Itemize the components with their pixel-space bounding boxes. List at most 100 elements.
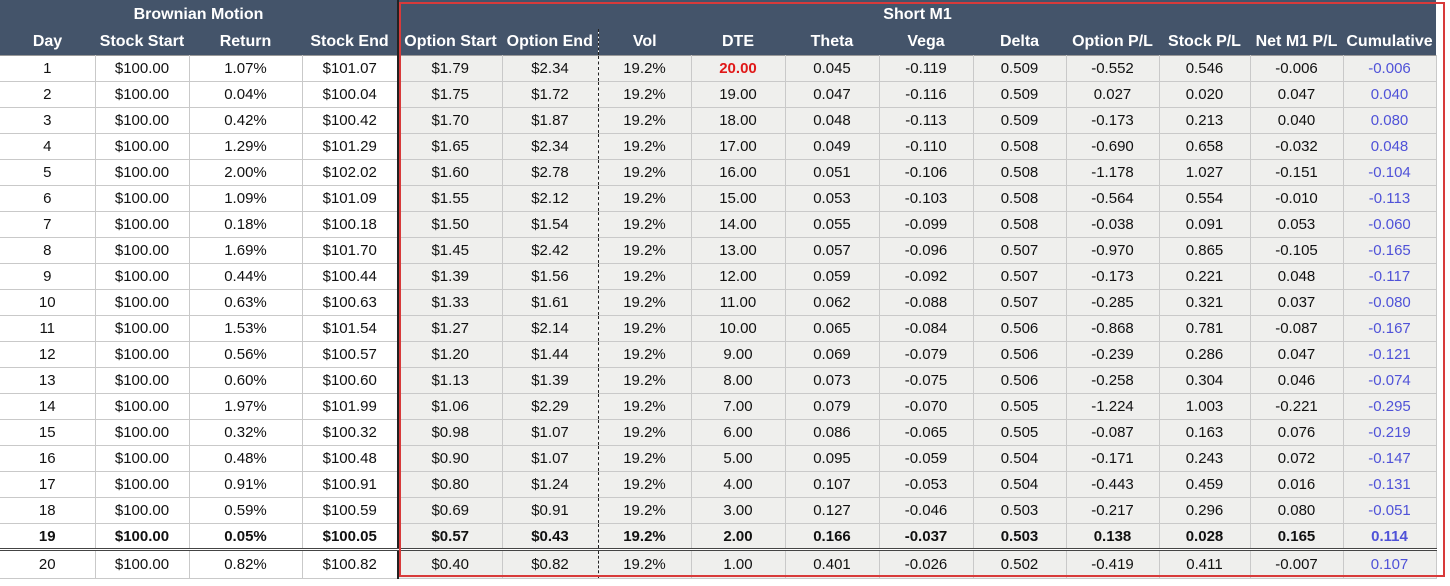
cell-dte[interactable]: 18.00 bbox=[691, 107, 786, 134]
cell-option-pl[interactable]: -0.564 bbox=[1066, 185, 1160, 212]
cell-day[interactable]: 1 bbox=[0, 55, 96, 82]
cell-vega[interactable]: -0.116 bbox=[879, 81, 974, 108]
cell-cumulative[interactable]: -0.167 bbox=[1343, 315, 1437, 342]
cell-return[interactable]: 1.07% bbox=[189, 55, 303, 82]
cell-stock-end[interactable]: $100.82 bbox=[302, 549, 399, 579]
cell-dte[interactable]: 11.00 bbox=[691, 289, 786, 316]
cell-stock-end[interactable]: $100.05 bbox=[302, 523, 399, 551]
cell-option-pl[interactable]: -0.552 bbox=[1066, 55, 1160, 82]
cell-stock-end[interactable]: $100.44 bbox=[302, 263, 399, 290]
cell-delta[interactable]: 0.507 bbox=[973, 289, 1067, 316]
cell-return[interactable]: 1.69% bbox=[189, 237, 303, 264]
cell-vol[interactable]: 19.2% bbox=[598, 315, 692, 342]
cell-option-start[interactable]: $1.27 bbox=[398, 315, 503, 342]
cell-option-end[interactable]: $1.87 bbox=[502, 107, 599, 134]
cell-option-end[interactable]: $1.07 bbox=[502, 419, 599, 446]
cell-theta[interactable]: 0.057 bbox=[785, 237, 880, 264]
cell-delta[interactable]: 0.506 bbox=[973, 367, 1067, 394]
cell-stock-pl[interactable]: 1.003 bbox=[1159, 393, 1251, 420]
cell-stock-pl[interactable]: 0.020 bbox=[1159, 81, 1251, 108]
cell-cumulative[interactable]: -0.117 bbox=[1343, 263, 1437, 290]
cell-option-start[interactable]: $1.13 bbox=[398, 367, 503, 394]
cell-dte[interactable]: 12.00 bbox=[691, 263, 786, 290]
cell-dte[interactable]: 10.00 bbox=[691, 315, 786, 342]
cell-cumulative[interactable]: 0.048 bbox=[1343, 133, 1437, 160]
cell-theta[interactable]: 0.055 bbox=[785, 211, 880, 238]
cell-vega[interactable]: -0.096 bbox=[879, 237, 974, 264]
cell-option-end[interactable]: $2.14 bbox=[502, 315, 599, 342]
cell-day[interactable]: 6 bbox=[0, 185, 96, 212]
cell-day[interactable]: 2 bbox=[0, 81, 96, 108]
cell-option-pl[interactable]: -0.690 bbox=[1066, 133, 1160, 160]
cell-stock-end[interactable]: $100.59 bbox=[302, 497, 399, 524]
cell-option-end[interactable]: $1.72 bbox=[502, 81, 599, 108]
cell-stock-start[interactable]: $100.00 bbox=[95, 81, 190, 108]
cell-theta[interactable]: 0.065 bbox=[785, 315, 880, 342]
cell-day[interactable]: 3 bbox=[0, 107, 96, 134]
cell-net-m1-pl[interactable]: 0.037 bbox=[1250, 289, 1344, 316]
cell-option-end[interactable]: $2.29 bbox=[502, 393, 599, 420]
cell-vol[interactable]: 19.2% bbox=[598, 471, 692, 498]
cell-cumulative[interactable]: -0.104 bbox=[1343, 159, 1437, 186]
cell-dte[interactable]: 7.00 bbox=[691, 393, 786, 420]
cell-dte[interactable]: 17.00 bbox=[691, 133, 786, 160]
cell-dte[interactable]: 3.00 bbox=[691, 497, 786, 524]
cell-vol[interactable]: 19.2% bbox=[598, 107, 692, 134]
cell-stock-pl[interactable]: 0.865 bbox=[1159, 237, 1251, 264]
cell-option-pl[interactable]: -0.038 bbox=[1066, 211, 1160, 238]
cell-option-pl[interactable]: -1.178 bbox=[1066, 159, 1160, 186]
cell-option-start[interactable]: $1.75 bbox=[398, 81, 503, 108]
cell-return[interactable]: 1.53% bbox=[189, 315, 303, 342]
cell-vol[interactable]: 19.2% bbox=[598, 263, 692, 290]
cell-return[interactable]: 0.56% bbox=[189, 341, 303, 368]
cell-stock-pl[interactable]: 0.243 bbox=[1159, 445, 1251, 472]
cell-vol[interactable]: 19.2% bbox=[598, 523, 692, 551]
cell-stock-start[interactable]: $100.00 bbox=[95, 367, 190, 394]
cell-day[interactable]: 16 bbox=[0, 445, 96, 472]
cell-option-end[interactable]: $1.07 bbox=[502, 445, 599, 472]
cell-theta[interactable]: 0.059 bbox=[785, 263, 880, 290]
cell-dte[interactable]: 16.00 bbox=[691, 159, 786, 186]
cell-stock-end[interactable]: $100.42 bbox=[302, 107, 399, 134]
cell-delta[interactable]: 0.509 bbox=[973, 81, 1067, 108]
cell-vega[interactable]: -0.119 bbox=[879, 55, 974, 82]
cell-day[interactable]: 19 bbox=[0, 523, 96, 551]
cell-day[interactable]: 20 bbox=[0, 549, 96, 579]
cell-stock-start[interactable]: $100.00 bbox=[95, 523, 190, 551]
cell-stock-start[interactable]: $100.00 bbox=[95, 393, 190, 420]
cell-stock-start[interactable]: $100.00 bbox=[95, 133, 190, 160]
cell-option-pl[interactable]: -0.239 bbox=[1066, 341, 1160, 368]
cell-theta[interactable]: 0.069 bbox=[785, 341, 880, 368]
cell-option-pl[interactable]: -0.171 bbox=[1066, 445, 1160, 472]
cell-delta[interactable]: 0.503 bbox=[973, 523, 1067, 551]
cell-vol[interactable]: 19.2% bbox=[598, 211, 692, 238]
cell-net-m1-pl[interactable]: 0.046 bbox=[1250, 367, 1344, 394]
cell-option-pl[interactable]: -0.419 bbox=[1066, 549, 1160, 579]
cell-day[interactable]: 14 bbox=[0, 393, 96, 420]
cell-stock-start[interactable]: $100.00 bbox=[95, 159, 190, 186]
cell-vol[interactable]: 19.2% bbox=[598, 445, 692, 472]
cell-stock-pl[interactable]: 0.459 bbox=[1159, 471, 1251, 498]
cell-theta[interactable]: 0.079 bbox=[785, 393, 880, 420]
cell-option-start[interactable]: $1.79 bbox=[398, 55, 503, 82]
cell-cumulative[interactable]: -0.051 bbox=[1343, 497, 1437, 524]
cell-dte[interactable]: 8.00 bbox=[691, 367, 786, 394]
cell-vol[interactable]: 19.2% bbox=[598, 367, 692, 394]
cell-option-end[interactable]: $1.44 bbox=[502, 341, 599, 368]
cell-option-pl[interactable]: 0.138 bbox=[1066, 523, 1160, 551]
cell-theta[interactable]: 0.086 bbox=[785, 419, 880, 446]
cell-option-start[interactable]: $1.70 bbox=[398, 107, 503, 134]
cell-vega[interactable]: -0.084 bbox=[879, 315, 974, 342]
cell-theta[interactable]: 0.048 bbox=[785, 107, 880, 134]
cell-net-m1-pl[interactable]: 0.048 bbox=[1250, 263, 1344, 290]
cell-theta[interactable]: 0.401 bbox=[785, 549, 880, 579]
cell-vol[interactable]: 19.2% bbox=[598, 81, 692, 108]
cell-theta[interactable]: 0.051 bbox=[785, 159, 880, 186]
cell-vol[interactable]: 19.2% bbox=[598, 159, 692, 186]
cell-stock-start[interactable]: $100.00 bbox=[95, 211, 190, 238]
cell-day[interactable]: 12 bbox=[0, 341, 96, 368]
cell-vol[interactable]: 19.2% bbox=[598, 497, 692, 524]
cell-cumulative[interactable]: -0.113 bbox=[1343, 185, 1437, 212]
cell-stock-start[interactable]: $100.00 bbox=[95, 237, 190, 264]
cell-day[interactable]: 9 bbox=[0, 263, 96, 290]
